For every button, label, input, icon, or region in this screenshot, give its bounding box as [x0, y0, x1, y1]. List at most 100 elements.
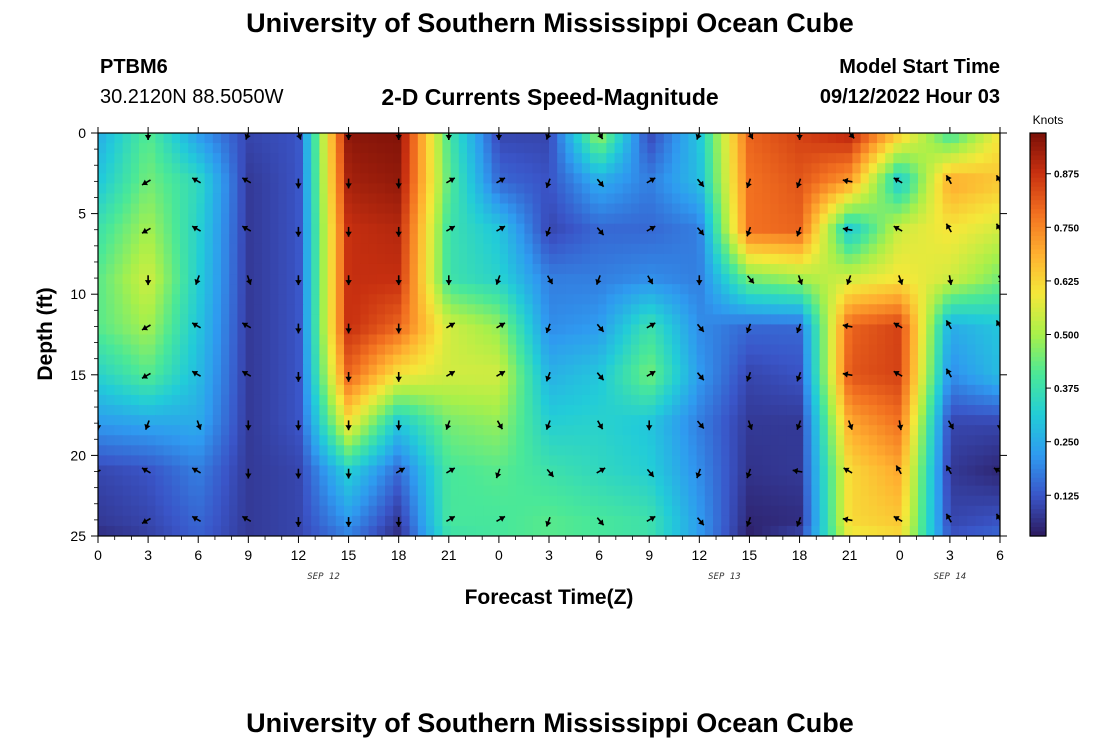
heatmap-cell	[909, 435, 919, 446]
heatmap-cell	[188, 324, 197, 336]
current-vector	[597, 133, 604, 140]
heatmap-cell	[327, 475, 337, 487]
heatmap-cell	[286, 425, 296, 436]
heatmap-cell	[376, 304, 386, 315]
heatmap-cell	[188, 213, 197, 225]
heatmap-cell	[598, 203, 607, 215]
heatmap-cell	[893, 163, 903, 174]
heatmap-cell	[253, 515, 263, 527]
heatmap-cell	[327, 495, 337, 507]
heatmap-cell	[385, 394, 394, 406]
heatmap-cell	[458, 384, 468, 396]
heatmap-cell	[778, 374, 788, 386]
heatmap-cell	[639, 505, 648, 517]
heatmap-cell	[754, 334, 763, 346]
heatmap-cell	[253, 445, 263, 456]
colorbar-swatch	[1030, 343, 1046, 349]
heatmap-cell	[959, 374, 968, 386]
heatmap-cell	[721, 163, 730, 174]
heatmap-cell	[549, 263, 558, 275]
heatmap-cell	[524, 324, 534, 336]
heatmap-cell	[909, 163, 919, 174]
heatmap-cell	[262, 163, 271, 174]
heatmap-cell	[262, 193, 271, 205]
heatmap-cell	[713, 324, 722, 336]
heatmap-cell	[754, 465, 763, 477]
heatmap-cell	[901, 394, 911, 406]
heatmap-cell	[368, 344, 378, 356]
heatmap-cell	[147, 485, 156, 497]
heatmap-cell	[860, 485, 870, 497]
heatmap-cell	[581, 354, 591, 366]
heatmap-cell	[622, 304, 632, 315]
heatmap-cell	[918, 394, 927, 406]
heatmap-cell	[286, 314, 296, 326]
current-vector	[345, 275, 352, 286]
heatmap-cell	[745, 364, 755, 376]
heatmap-cell	[196, 193, 206, 205]
heatmap-cell	[262, 183, 271, 195]
heatmap-cell	[549, 495, 558, 507]
current-vector	[995, 174, 1000, 183]
heatmap-cell	[98, 143, 107, 154]
heatmap-cell	[532, 435, 542, 446]
heatmap-cell	[983, 405, 993, 416]
heatmap-cell	[508, 525, 517, 536]
heatmap-cell	[983, 314, 993, 326]
current-vector	[495, 133, 503, 140]
heatmap-cell	[614, 364, 624, 376]
heatmap-cell	[401, 263, 411, 275]
heatmap-cell	[672, 163, 681, 174]
heatmap-cell	[672, 253, 681, 265]
heatmap-cell	[639, 495, 648, 507]
heatmap-cell	[475, 485, 484, 497]
heatmap-cell	[729, 485, 739, 497]
heatmap-cell	[606, 425, 616, 436]
heatmap-cell	[868, 475, 878, 487]
heatmap-cell	[975, 354, 985, 366]
heatmap-cell	[844, 253, 853, 265]
heatmap-cell	[458, 203, 468, 215]
heatmap-cell	[663, 274, 673, 285]
heatmap-cell	[98, 233, 107, 245]
heatmap-cell	[696, 163, 706, 174]
heatmap-cell	[852, 364, 862, 376]
current-vector	[848, 133, 855, 139]
heatmap-cell	[786, 314, 796, 326]
heatmap-cell	[393, 173, 402, 184]
heatmap-cell	[819, 253, 829, 265]
heatmap-cell	[770, 515, 780, 527]
heatmap-cell	[762, 133, 771, 144]
heatmap-cell	[450, 515, 460, 527]
heatmap-cell	[778, 505, 788, 517]
heatmap-cell	[237, 203, 247, 215]
heatmap-cell	[311, 425, 320, 436]
heatmap-cell	[909, 304, 919, 315]
heatmap-cell	[647, 344, 657, 356]
heatmap-cell	[409, 505, 419, 517]
heatmap-cell	[147, 163, 156, 174]
heatmap-cell	[155, 253, 165, 265]
heatmap-cell	[491, 233, 501, 245]
heatmap-cell	[516, 415, 525, 426]
heatmap-cell	[245, 495, 255, 507]
heatmap-cell	[212, 364, 222, 376]
heatmap-cell	[745, 143, 755, 154]
heatmap-cell	[360, 263, 370, 275]
heatmap-cell	[696, 133, 706, 144]
heatmap-cell	[311, 445, 320, 456]
heatmap-cell	[180, 203, 189, 215]
heatmap-cell	[926, 505, 935, 517]
heatmap-cell	[893, 183, 903, 195]
heatmap-cell	[368, 415, 378, 426]
heatmap-cell	[655, 364, 665, 376]
heatmap-cell	[844, 163, 853, 174]
heatmap-cell	[532, 304, 542, 315]
colorbar-swatch	[1030, 280, 1046, 286]
heatmap-cell	[811, 253, 821, 265]
heatmap-cell	[721, 253, 730, 265]
heatmap-cell	[122, 243, 132, 255]
heatmap-cell	[737, 213, 747, 225]
heatmap-cell	[491, 213, 501, 225]
heatmap-cell	[442, 445, 452, 456]
